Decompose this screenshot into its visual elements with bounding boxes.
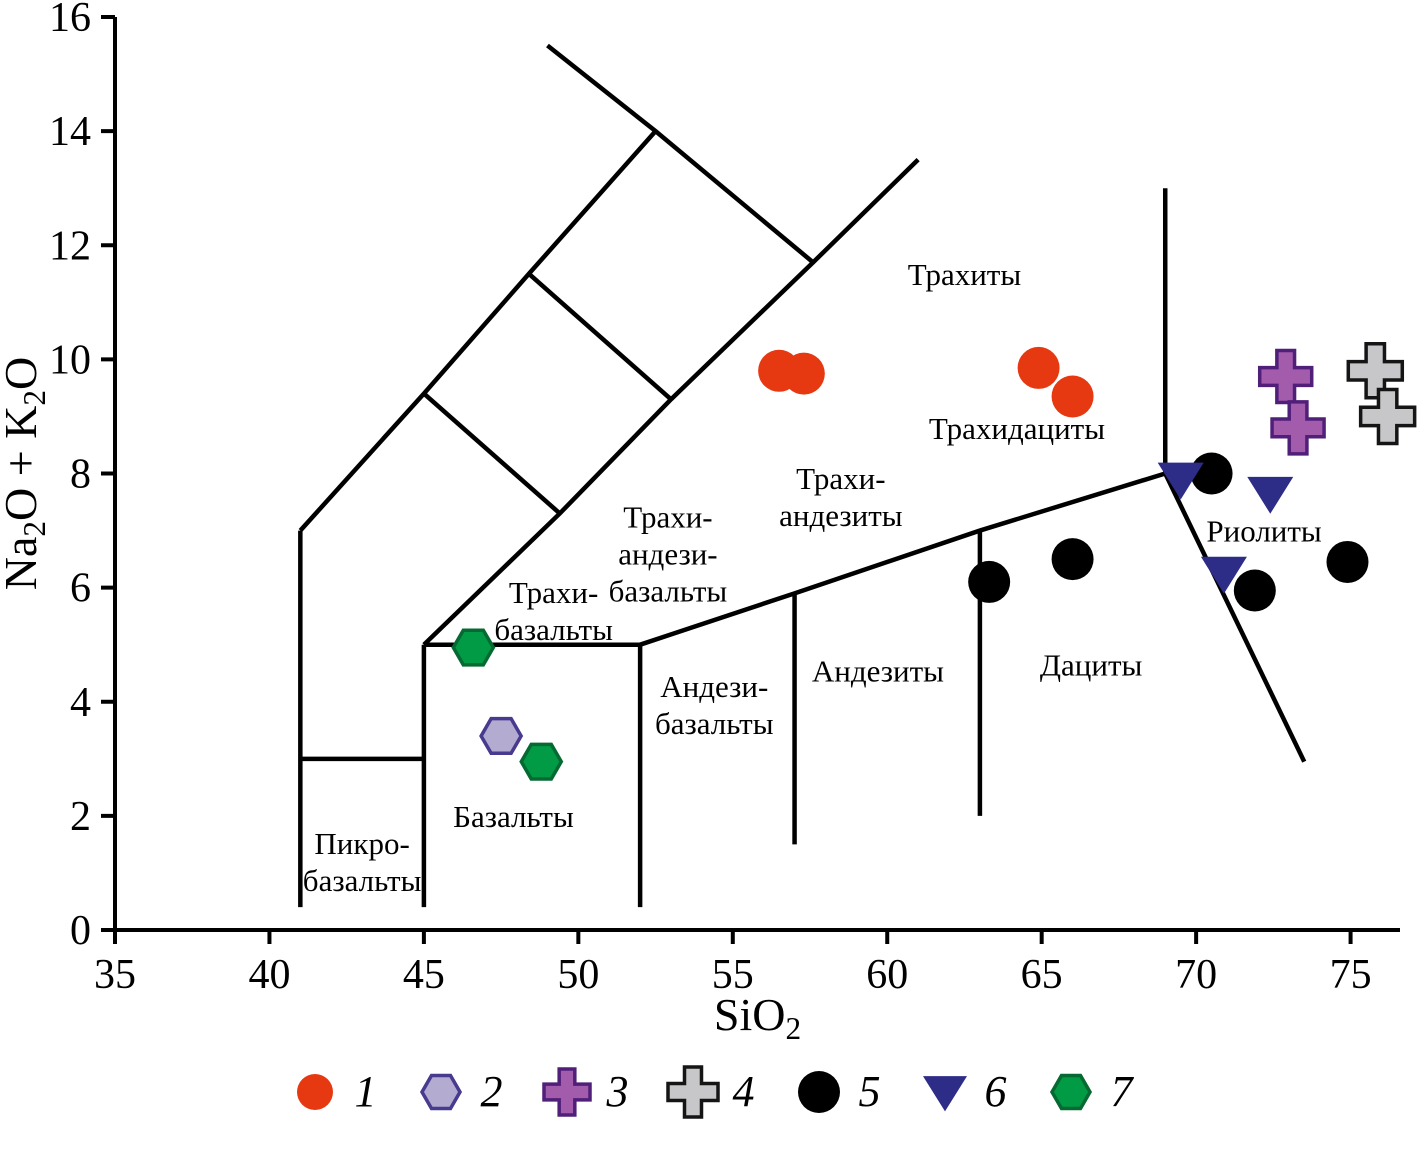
x-tick-label: 60: [866, 952, 908, 998]
field-label: Трахи-андези-базальты: [609, 499, 728, 608]
y-tick-label: 2: [70, 794, 91, 840]
field-label: Андези-базальты: [655, 669, 774, 741]
y-tick-label: 10: [49, 337, 91, 383]
y-axis-title: Na2O + K2O: [0, 357, 52, 591]
legend-label-4: 4: [732, 1067, 755, 1116]
field-label: Пикро-базальты: [303, 826, 422, 898]
data-point-series-2: [479, 716, 524, 756]
x-tick-label: 75: [1330, 952, 1372, 998]
field-boundary-line: [639, 471, 1166, 647]
legend-symbol-7: [1049, 1073, 1092, 1111]
x-tick-label: 55: [712, 952, 754, 998]
legend-item-2: 2: [411, 1062, 503, 1122]
field-label: Дациты: [1040, 648, 1143, 683]
data-point-series-6: [1157, 462, 1204, 500]
legend-label-2: 2: [480, 1067, 503, 1116]
x-tick-label: 45: [403, 952, 445, 998]
legend-symbol-1: [296, 1074, 333, 1110]
x-tick-label: 50: [557, 952, 599, 998]
x-axis-title: SiO2: [714, 989, 801, 1046]
field-label: Трахи-андезиты: [779, 461, 903, 533]
legend-item-6: 6: [915, 1062, 1007, 1122]
y-tick-label: 4: [70, 680, 91, 726]
data-point-series-4: [1358, 387, 1417, 446]
legend-label-1: 1: [354, 1067, 377, 1116]
data-point-series-7: [519, 742, 564, 781]
legend-item-4: 4: [663, 1062, 755, 1122]
y-tick-label: 8: [70, 452, 91, 498]
field-label: Риолиты: [1206, 514, 1322, 549]
legend-symbol-6: [922, 1076, 967, 1112]
field-boundary-line: [1163, 472, 1307, 763]
data-point-series-1: [782, 352, 825, 395]
data-point-series-5: [968, 560, 1011, 603]
y-tick-label: 14: [49, 109, 91, 155]
legend-item-1: 1: [285, 1062, 377, 1122]
field-boundary-line: [422, 391, 562, 516]
data-point-series-1: [1017, 346, 1060, 389]
legend-symbol-3: [541, 1067, 592, 1117]
field-boundary-line: [527, 272, 673, 402]
y-tick-label: 0: [70, 908, 91, 954]
field-label: Трахи-базальты: [494, 575, 613, 647]
x-tick-label: 40: [248, 952, 290, 998]
data-point-series-6: [1247, 476, 1294, 514]
legend-symbol-5: [797, 1071, 840, 1113]
data-point-series-5: [1326, 540, 1369, 583]
data-point-series-6: [1200, 556, 1247, 594]
field-label: Трахиты: [908, 257, 1022, 292]
y-tick-label: 6: [70, 566, 91, 612]
field-boundary-line: [422, 158, 920, 647]
legend-item-7: 7: [1041, 1062, 1133, 1122]
legend-label-6: 6: [984, 1067, 1007, 1116]
data-point-series-7: [451, 628, 496, 667]
legend: 1 2 3 4 5 6 7: [0, 1062, 1417, 1122]
legend-symbol-4: [665, 1065, 720, 1119]
y-tick-label: 16: [49, 0, 91, 41]
legend-label-7: 7: [1110, 1067, 1133, 1116]
data-point-series-3: [1270, 400, 1326, 456]
field-label: Андезиты: [812, 653, 944, 688]
chart-canvas: 35 40 45 50 55 60 65 70 75 0 2 4 6 8 10 12 14 16 SiO2 Na2O …: [0, 0, 1417, 1046]
data-point-series-5: [1051, 538, 1094, 581]
x-tick-label: 65: [1021, 952, 1063, 998]
legend-label-5: 5: [858, 1067, 881, 1116]
field-boundary-line: [298, 129, 658, 533]
x-tick-label: 35: [94, 952, 136, 998]
legend-item-3: 3: [537, 1062, 629, 1122]
data-point-series-1: [1051, 375, 1094, 418]
legend-symbol-2: [419, 1073, 462, 1111]
data-point-series-5: [1233, 569, 1276, 612]
field-label: Базальты: [453, 799, 574, 834]
legend-item-5: 5: [789, 1062, 881, 1122]
legend-label-3: 3: [606, 1067, 629, 1116]
y-tick-label: 12: [49, 223, 91, 269]
x-tick-label: 70: [1175, 952, 1217, 998]
field-boundary-line: [546, 43, 815, 265]
data-point-series-3: [1257, 348, 1314, 405]
